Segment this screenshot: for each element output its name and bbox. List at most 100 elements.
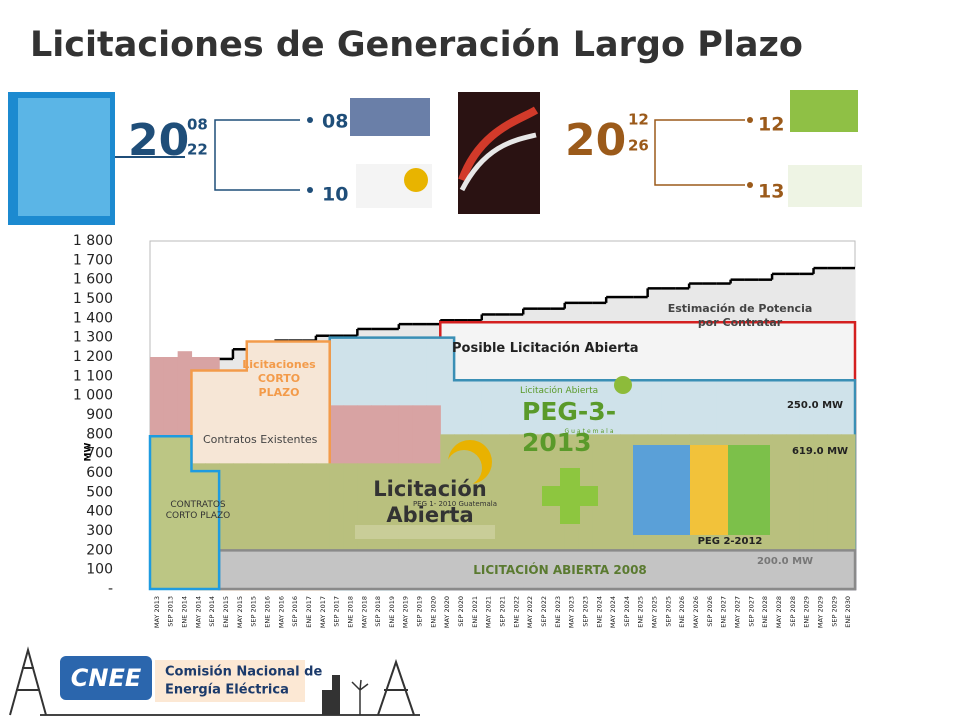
area-segment [177,436,193,589]
plan-cover-inner [18,98,110,216]
x-tick-label: SEP 2027 [747,596,755,627]
series-label: Estimación de Potencia por Contratar [667,302,813,329]
item: 12 [758,114,784,136]
x-tick-label: ENE 2023 [554,596,562,628]
logo-text: PEG-3-2013 [522,397,617,458]
area-segment [329,550,345,589]
area-segment [385,550,400,589]
area-segment [785,550,801,589]
x-tick-label: ENE 2025 [637,596,645,628]
x-tick-label: MAY 2026 [692,596,700,628]
y-tick-label: 500 [86,484,113,500]
org-name: Comisión Nacional de [165,665,322,680]
year: 20 [565,115,626,166]
x-tick-label: SEP 2013 [167,596,175,627]
area-segment [537,550,552,589]
x-tick-label: SEP 2015 [250,596,258,627]
x-tick-label: SEP 2029 [830,596,838,627]
x-tick-label: SEP 2017 [333,596,341,627]
y-tick-label: 300 [86,523,113,539]
area-segment [592,550,607,589]
logo-image [350,98,430,136]
series-label: CONTRATOS CORTO PLAZO [165,500,231,522]
x-tick-label: MAY 2015 [236,596,244,628]
area-segment [716,550,732,589]
region-outline [190,340,331,591]
area-segment [827,550,842,589]
area-segment [288,550,303,589]
x-tick-label: ENE 2016 [264,596,272,628]
y-tick-label: 900 [86,407,113,423]
area-segment [550,550,566,589]
footer [0,638,960,720]
area-segment [426,550,441,589]
logo-mark [60,656,152,700]
x-tick-label: SEP 2016 [291,596,299,627]
area-segment [730,550,746,589]
x-tick-label: MAY 2020 [443,596,451,628]
area-segment [163,436,179,589]
area-segment [606,550,621,589]
year-sub: 26 [628,137,649,155]
bullet [747,182,753,188]
area-segment [578,550,593,589]
cover-art [459,132,537,192]
logo-text: PEG 1- 2010 Guatemala [412,500,498,508]
area-segment [772,550,787,589]
peg2-image [728,445,770,535]
series-label: Posible Licitación Abierta [452,341,639,356]
x-tick-label: MAY 2024 [609,596,617,628]
y-tick-label: - [108,581,113,597]
region-outline [328,336,857,591]
y-tick-label: 600 [86,465,113,481]
x-tick-label: ENE 2021 [471,596,479,628]
slide-title: Licitaciones de Generación Largo Plazo [30,25,803,65]
bullet [307,117,313,123]
area-segment [758,550,773,589]
x-tick-label: ENE 2015 [222,596,230,628]
series-label: LICITACIÓN ABIERTA 2008 [473,563,647,577]
bracket [214,119,300,191]
area-segment [702,550,718,589]
area-segment [302,550,317,589]
logo-image [404,168,428,192]
area-segment [841,550,856,589]
x-tick-label: SEP 2022 [540,596,548,627]
area-segment [454,550,469,589]
factory [322,675,340,715]
y-tick-label: 1 300 [73,330,113,346]
sponsor-logos [355,525,495,539]
x-tick-label: SEP 2028 [789,596,797,627]
x-tick-label: MAY 2025 [651,596,659,628]
area-segment [440,550,455,589]
area-segment [813,550,828,589]
x-tick-label: MAY 2019 [402,596,410,628]
area-segment [689,550,704,589]
tower [9,646,47,716]
y-tick-label: 1 800 [73,233,113,249]
area-segment [398,550,414,589]
x-tick-label: SEP 2023 [581,596,589,627]
area-segment [260,550,276,589]
area-segment [633,550,649,589]
area-segment [481,550,497,589]
area-segment [509,550,524,589]
logo-text: PEG 2-2012 [697,536,763,547]
x-tick-label: MAY 2028 [775,596,783,628]
x-tick-label: ENE 2029 [803,596,811,628]
logo-text: Licitación Abierta [520,386,599,396]
logo-band [155,660,305,702]
area-segment [523,550,538,589]
x-tick-label: SEP 2014 [208,596,216,627]
x-tick-label: ENE 2024 [595,596,603,628]
y-tick-label: 800 [86,426,113,442]
area-segment [205,471,220,589]
area-segment [219,550,234,589]
x-tick-label: SEP 2018 [374,596,382,627]
y-tick-label: 1 100 [73,368,113,384]
bullet [307,187,313,193]
area-segment [467,550,483,589]
region-outline [439,320,857,591]
